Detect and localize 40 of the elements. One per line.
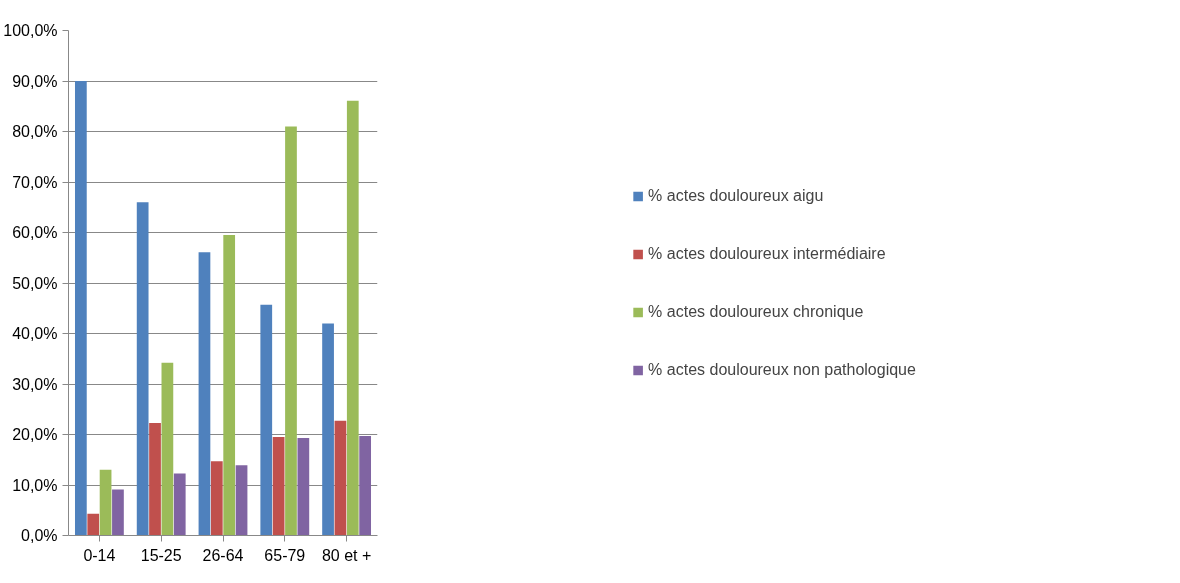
x-tick-label: 15-25 — [140, 546, 182, 564]
bar — [285, 126, 297, 536]
legend-label: % actes douloureux aigu — [648, 186, 824, 205]
y-tick-label: 30,0% — [12, 375, 58, 393]
y-tick-label: 40,0% — [12, 325, 58, 342]
y-tick-label: 10,0% — [12, 476, 58, 494]
bar — [297, 438, 310, 536]
bar — [136, 202, 149, 536]
legend-label: % actes douloureux non pathologique — [648, 360, 916, 379]
y-tick-label: 20,0% — [12, 426, 58, 443]
y-tick-label: 80,0% — [12, 123, 58, 140]
bar — [112, 489, 124, 536]
bar — [346, 100, 359, 536]
bar — [210, 461, 223, 536]
bar — [149, 422, 161, 536]
y-tick-label: 70,0% — [12, 173, 58, 191]
x-tick-label: 65-79 — [264, 546, 306, 564]
x-tick-label: 26-64 — [202, 546, 244, 564]
bar — [161, 362, 174, 536]
bar — [198, 252, 211, 536]
bar — [74, 81, 87, 536]
bar — [235, 465, 248, 536]
bar — [223, 235, 236, 536]
bar — [334, 420, 347, 536]
bar — [173, 473, 186, 536]
bar — [99, 469, 112, 536]
legend-label: % actes douloureux chronique — [648, 302, 864, 321]
bar — [272, 437, 285, 536]
y-tick-label: 0,0% — [21, 527, 58, 544]
bar — [322, 323, 334, 536]
y-tick-label: 100,0% — [3, 22, 58, 39]
y-tick-label: 60,0% — [12, 224, 58, 241]
bar — [359, 436, 372, 536]
x-tick-label: 80 et + — [321, 546, 372, 564]
x-tick-label: 0-14 — [83, 546, 116, 564]
bar — [87, 513, 100, 536]
legend-label: % actes douloureux intermédiaire — [648, 244, 886, 263]
bar — [260, 304, 273, 536]
y-tick-label: 50,0% — [12, 274, 58, 292]
y-tick-label: 90,0% — [12, 72, 58, 90]
